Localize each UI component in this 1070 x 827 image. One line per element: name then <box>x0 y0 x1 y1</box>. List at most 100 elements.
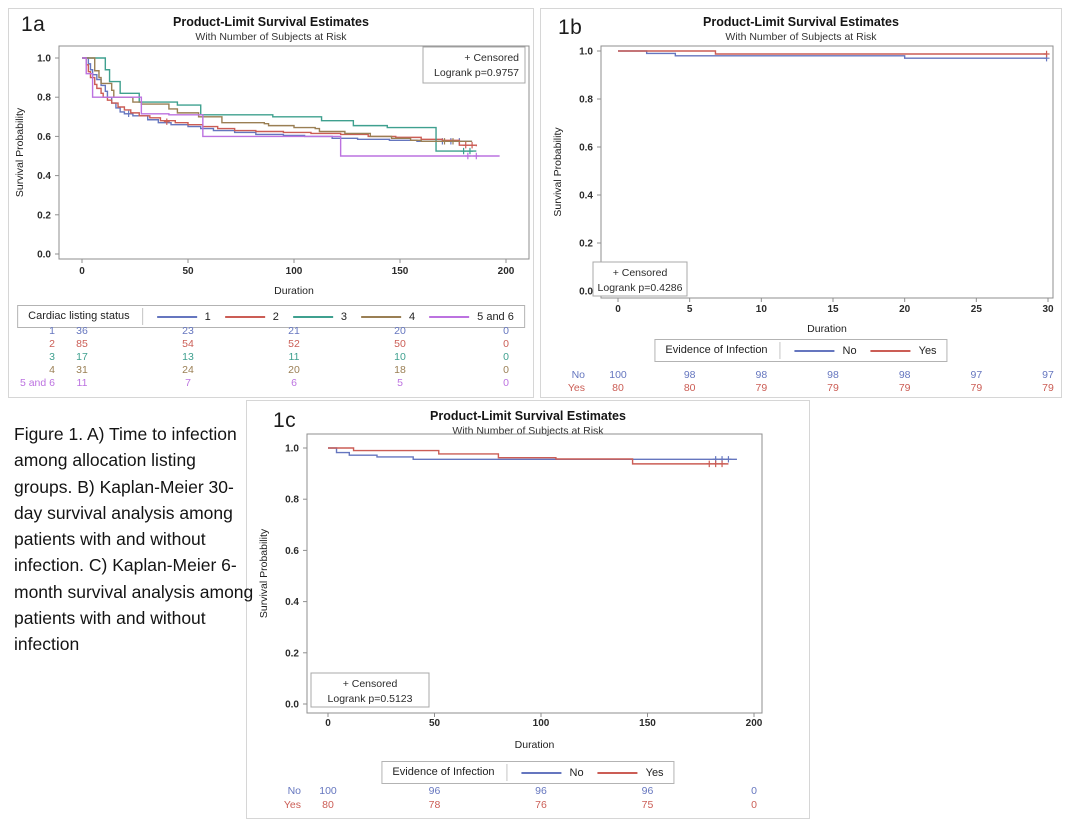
censor-mark-icon <box>462 142 469 149</box>
y-tick-label: 0.6 <box>37 132 51 143</box>
x-tick-label: 200 <box>498 266 515 277</box>
survival-curve-1 <box>82 57 473 142</box>
legend-label: 3 <box>340 310 348 323</box>
x-axis-label: Duration <box>274 285 314 297</box>
y-tick-label: 0.4 <box>37 171 51 182</box>
y-axis-label: Survival Probability <box>258 528 270 618</box>
y-tick-label: 0.6 <box>579 143 593 154</box>
y-tick-label: 1.0 <box>285 444 299 455</box>
x-tick-label: 100 <box>286 266 303 277</box>
legend-1c: Evidence of Infection No Yes <box>381 761 675 784</box>
censor-mark-icon <box>706 460 713 468</box>
x-tick-label: 150 <box>639 718 656 729</box>
x-tick-label: 50 <box>429 718 441 729</box>
logrank-label: Logrank p=0.5123 <box>328 693 413 705</box>
legend-title: Evidence of Infection <box>392 764 508 781</box>
legend-1b: Evidence of Infection No Yes <box>654 339 948 362</box>
legend-label: Yes <box>918 344 937 357</box>
legend-title: Evidence of Infection <box>665 342 781 359</box>
legend-title: Cardiac listing status <box>28 308 143 325</box>
legend-entry: No <box>508 767 584 779</box>
panel-1c: 1c Product-Limit Survival Estimates With… <box>246 400 810 819</box>
censor-mark-icon <box>125 110 132 118</box>
censor-mark-icon <box>719 460 726 468</box>
x-tick-label: 0 <box>79 266 85 277</box>
censor-mark-icon <box>466 147 473 155</box>
x-tick-label: 50 <box>182 266 194 277</box>
panel-1a: 1a Product-Limit Survival Estimates With… <box>8 8 534 398</box>
legend-label: 1 <box>204 310 211 323</box>
legend-line-swatch <box>870 349 911 352</box>
survival-curve-No <box>328 447 737 460</box>
x-tick-label: 5 <box>687 304 693 315</box>
y-tick-label: 0.0 <box>37 250 51 261</box>
y-tick-label: 0.2 <box>579 239 593 250</box>
censor-mark-icon <box>1043 50 1050 58</box>
legend-label: 5 and 6 <box>477 310 514 323</box>
plot-frame <box>600 45 1054 299</box>
legend-line-swatch <box>156 315 197 318</box>
legend-line-swatch <box>521 771 562 774</box>
x-axis-label: Duration <box>515 739 555 751</box>
legend-line-swatch <box>224 315 265 318</box>
survival-curve-2 <box>82 57 478 147</box>
y-tick-label: 0.0 <box>579 287 593 298</box>
panel-1b: 1b Product-Limit Survival Estimates With… <box>540 8 1062 398</box>
y-axis-label: Survival Probability <box>552 127 564 217</box>
survival-curve-3 <box>82 57 477 152</box>
censor-mark-icon <box>469 142 476 149</box>
censor-mark-icon <box>725 456 732 463</box>
y-axis-label: Survival Probability <box>14 107 26 197</box>
y-tick-label: 1.0 <box>579 47 593 58</box>
inset-box <box>592 261 688 297</box>
y-tick-label: 0.6 <box>285 546 299 557</box>
chart-title-1a: Product-Limit Survival Estimates <box>173 15 369 29</box>
legend-1a: Cardiac listing status 1 2 3 4 5 and 6 <box>17 305 525 328</box>
y-tick-label: 0.8 <box>285 495 299 506</box>
legend-entry: Yes <box>584 767 664 779</box>
legend-line-swatch <box>794 349 835 352</box>
y-tick-label: 0.4 <box>579 191 593 202</box>
x-tick-label: 15 <box>827 304 839 315</box>
legend-entry: 4 <box>347 311 415 323</box>
censored-label: + Censored <box>464 52 519 64</box>
y-tick-label: 0.8 <box>579 95 593 106</box>
logrank-label: Logrank p=0.4286 <box>598 282 683 294</box>
panel-label-1c: 1c <box>273 409 297 432</box>
y-tick-label: 0.2 <box>37 210 51 221</box>
x-tick-label: 0 <box>615 304 621 315</box>
survival-curve-Yes <box>618 50 1047 55</box>
km-plot-1b: 1.0 0.8 0.6 0.4 0.2 0.0 0 5 10 15 20 25 30 Duration Su… <box>552 45 1054 335</box>
legend-line-swatch <box>292 315 333 318</box>
legend-line-swatch <box>429 315 470 318</box>
x-tick-label: 20 <box>899 304 911 315</box>
censored-label: + Censored <box>343 678 398 690</box>
plot-frame <box>306 433 763 714</box>
legend-entry: Yes <box>857 345 937 357</box>
censor-mark-icon <box>441 138 448 145</box>
y-tick-label: 0.8 <box>37 93 51 104</box>
x-tick-label: 10 <box>756 304 768 315</box>
inset-box <box>310 672 430 708</box>
x-tick-label: 100 <box>533 718 550 729</box>
legend-label: 2 <box>272 310 279 323</box>
survival-curve-4 <box>82 57 473 142</box>
x-tick-label: 25 <box>971 304 983 315</box>
chart-subtitle-1a: With Number of Subjects at Risk <box>195 31 347 43</box>
figure-caption: Figure 1. A) Time to infection among all… <box>14 424 254 654</box>
legend-entry: 5 and 6 <box>415 311 514 323</box>
legend-entry: 3 <box>279 311 347 323</box>
legend-line-swatch <box>361 315 402 318</box>
censor-mark-icon <box>163 118 170 125</box>
legend-entry: 2 <box>211 311 279 323</box>
survival-curve-5-and-6 <box>82 57 500 157</box>
censor-mark-icon <box>464 152 471 160</box>
censor-mark-icon <box>712 460 719 468</box>
panel-label-1b: 1b <box>558 16 583 39</box>
legend-line-swatch <box>597 771 638 774</box>
x-tick-label: 30 <box>1042 304 1054 315</box>
chart-title-1c: Product-Limit Survival Estimates <box>430 409 626 423</box>
x-axis-label: Duration <box>807 323 847 335</box>
censor-mark-icon <box>450 138 456 145</box>
panel-label-1a: 1a <box>21 13 46 36</box>
